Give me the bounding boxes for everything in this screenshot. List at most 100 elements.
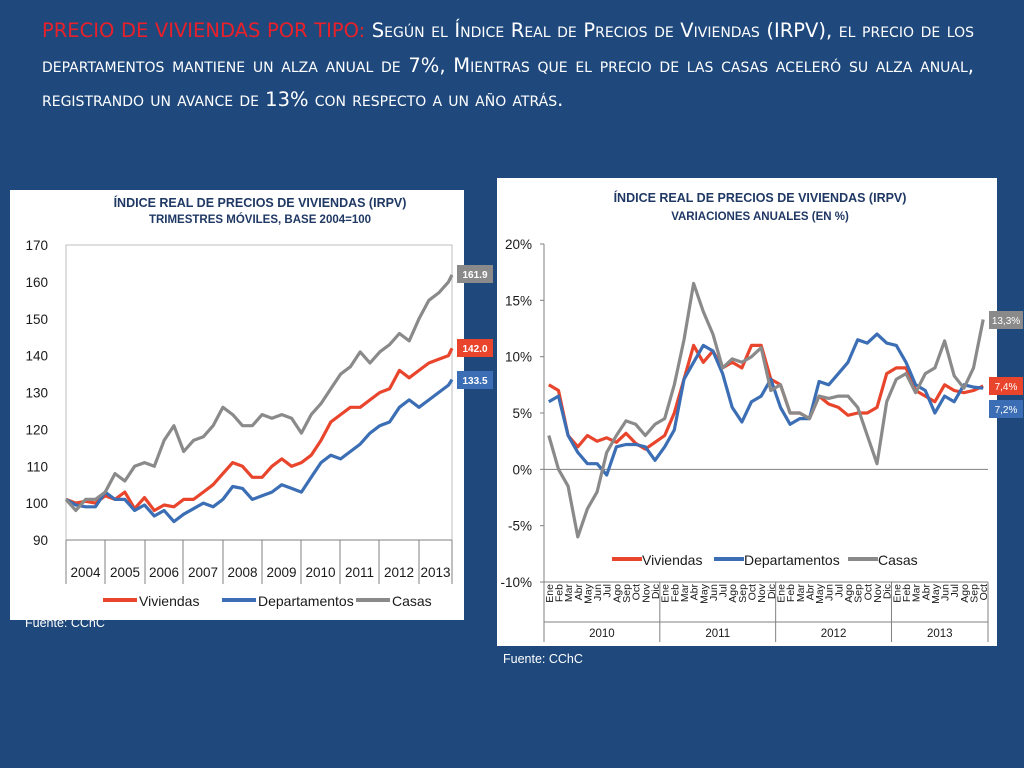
chart2-xtick: Sep [969,584,981,603]
chart1-xtick: 2007 [188,565,218,580]
chart2-xtick: Mar [563,584,575,603]
chart1-xtick: 2013 [420,565,450,580]
chart2-xtick: Mar [795,584,807,603]
headline-text: Según el Índice Real de Precios de Vivie… [42,19,975,111]
chart2-xtick: Feb [553,584,565,602]
chart2-xtick: Ene [891,584,903,603]
chart2-year-label: 2010 [589,628,615,640]
chart2-xtick: May [698,583,710,604]
chart2-xtick: Jul [718,584,730,597]
chart1-legend-label-viviendas: Viviendas [139,593,199,609]
chart2-ytick: 15% [505,293,532,308]
chart2-xtick: Jul [833,584,845,597]
chart1-subtitle: TRIMESTRES MÓVILES, BASE 2004=100 [149,213,371,226]
chart1-legend-label-departamentos: Departamentos [258,593,354,609]
chart1-end-label-bg [457,371,493,389]
chart1-series-casas [64,274,454,513]
chart1-xtick: 2006 [149,565,179,580]
chart2-xtick: Sep [621,584,633,603]
chart1-ytick: 100 [25,496,48,511]
chart2-subtitle: VARIACIONES ANUALES (EN %) [671,211,849,223]
chart2-end-label-bg [989,311,1023,329]
chart2-xtick: Nov [872,583,884,602]
headline: PRECIO DE VIVIENDAS POR TIPO: Según el Í… [42,14,974,118]
chart2-end-label-viviendas: 7,4% [995,382,1018,393]
chart2-xtick: Oct [631,584,643,600]
chart2-xtick: Nov [640,583,652,602]
chart1-xtick: 2005 [110,565,140,580]
chart2-xtick: Oct [978,584,990,600]
chart2-end-label-bg [989,377,1023,395]
chart2-xtick: Ago [611,584,623,603]
chart2-xtick: Feb [901,584,913,602]
chart2-xtick: Ene [775,584,787,603]
chart2-xtick: May [930,583,942,604]
chart2-xtick: Feb [785,584,797,602]
chart2-xtick: Abr [804,584,816,601]
chart2-xtick: Dic [882,584,894,599]
chart1-end-label-casas: 161.9 [462,270,487,281]
chart2-xtick: Feb [669,584,681,602]
chart2-end-label-departamentos: 7,2% [995,405,1018,416]
chart2-ytick: -5% [508,519,532,534]
chart2-ytick: -10% [500,575,532,590]
headline-label: PRECIO DE VIVIENDAS POR TIPO: [42,19,366,42]
chart1-xtick: 2008 [227,565,257,580]
chart2-xtick: Sep [853,584,865,603]
chart2-year-label: 2013 [927,628,953,640]
chart1-ytick: 150 [25,312,48,327]
chart1-title: ÍNDICE REAL DE PRECIOS DE VIVIENDAS (IRP… [114,195,407,210]
chart2-end-label-bg [989,400,1023,418]
chart2-series-departamentos [548,332,984,477]
source-right: Fuente: CChC [503,652,583,666]
chart1-ytick: 160 [25,275,48,290]
chart2-xtick: Mar [679,584,691,603]
chart1-end-label-viviendas: 142.0 [462,344,487,355]
chart2-series-casas [547,281,985,539]
chart2-xtick: Oct [862,584,874,600]
chart2-xtick: Dic [766,584,778,599]
chart2-legend-label-departamentos: Departamentos [744,552,840,568]
chart2-series-viviendas [547,343,984,451]
chart1-ytick: 170 [25,238,48,253]
chart1-ytick: 120 [25,422,48,437]
chart1-xtick: 2004 [70,565,101,580]
chart1-xtick: 2011 [345,565,374,580]
chart2-xtick: Jun [708,584,720,601]
chart1-ytick: 110 [26,459,48,474]
chart2-year-label: 2011 [705,628,730,640]
chart2-end-label-casas: 13,3% [992,316,1020,327]
chart1-ytick: 90 [33,533,48,548]
source-left: Fuente: CChC [25,616,105,630]
chart2-ytick: 5% [512,406,532,421]
chart2-xtick: Sep [737,584,749,603]
chart2-ytick: 0% [512,462,532,477]
chart2-xtick: Nov [756,583,768,602]
chart1-panel [10,190,464,620]
chart1-series-viviendas [65,347,454,513]
chart2-xtick: Jul [949,584,961,597]
chart1-plot-area [65,244,453,541]
chart2-panel [497,178,997,646]
chart1-legend-label-casas: Casas [392,593,432,609]
chart2-xtick: May [814,583,826,604]
chart1-xtick: 2012 [384,565,414,580]
chart1-end-label-bg [457,339,493,357]
chart2-xtick: Mar [911,584,923,603]
chart2-xtick: Abr [689,584,701,601]
chart2-xtick: Jul [602,584,614,597]
chart2-xtick: Ene [544,584,556,603]
chart2-title: ÍNDICE REAL DE PRECIOS DE VIVIENDAS (IRP… [614,190,907,205]
chart2-legend-label-casas: Casas [878,552,918,568]
chart2-xtick: Ene [660,584,672,603]
chart1-end-label-departamentos: 133.5 [462,376,487,387]
chart2-xtick: Jun [940,584,952,601]
chart1-xtick: 2010 [305,565,335,580]
chart2-xtick: May [582,583,594,604]
chart2-year-label: 2012 [821,628,847,640]
chart2-xtick: Ago [959,584,971,603]
chart2-xtick: Jun [824,584,836,601]
chart2-xtick: Ago [727,584,739,603]
chart2-xtick: Dic [650,584,662,599]
chart2-legend-label-viviendas: Viviendas [642,552,702,568]
